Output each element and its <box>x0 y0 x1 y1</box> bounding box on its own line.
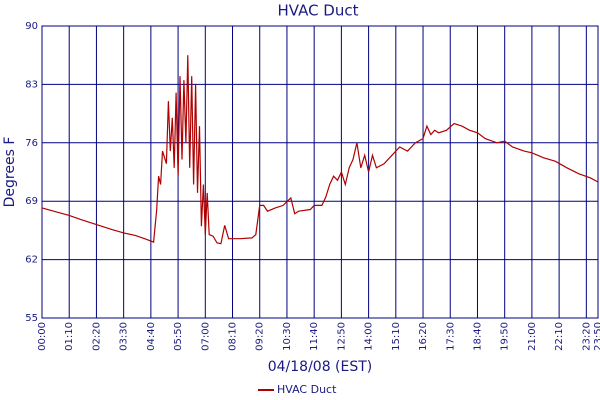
x-tick-label: 19:50 <box>500 322 511 351</box>
x-tick-label: 10:30 <box>282 322 293 351</box>
x-tick-label: 17:30 <box>445 322 456 351</box>
chart-title: HVAC Duct <box>277 2 358 20</box>
x-tick-label: 18:40 <box>472 322 483 351</box>
y-tick-label: 62 <box>25 255 38 266</box>
data-line <box>41 55 599 245</box>
x-tick-label: 07:00 <box>200 322 211 351</box>
y-tick-label: 55 <box>25 313 38 324</box>
x-tick-label: 23:50 <box>593 322 600 351</box>
x-tick-label: 08:10 <box>228 322 239 351</box>
x-tick-label: 09:20 <box>255 322 266 351</box>
x-tick-label: 11:40 <box>309 322 320 351</box>
x-tick-label: 00:00 <box>37 322 48 351</box>
x-tick-label: 03:30 <box>119 322 130 351</box>
x-tick-label: 05:50 <box>173 322 184 351</box>
plot-area <box>41 25 599 319</box>
legend-label: HVAC Duct <box>277 383 337 396</box>
x-tick-label: 14:00 <box>364 322 375 351</box>
y-tick-label: 90 <box>25 21 38 32</box>
y-tick-label: 69 <box>25 196 38 207</box>
y-tick-label: 76 <box>25 138 38 149</box>
x-tick-label: 15:10 <box>391 322 402 351</box>
x-tick-label: 22:10 <box>554 322 565 351</box>
y-axis-label: Degrees F <box>2 137 18 208</box>
x-tick-label: 02:20 <box>91 322 102 351</box>
x-tick-label: 12:50 <box>336 322 347 351</box>
y-tick-label: 83 <box>25 79 38 90</box>
x-tick-label: 21:00 <box>527 322 538 351</box>
x-tick-label: 23:20 <box>581 322 592 351</box>
x-tick-label: 16:20 <box>418 322 429 351</box>
x-axis-label: 04/18/08 (EST) <box>268 359 373 375</box>
x-tick-label: 01:10 <box>64 322 75 351</box>
x-tick-label: 04:40 <box>146 322 157 351</box>
